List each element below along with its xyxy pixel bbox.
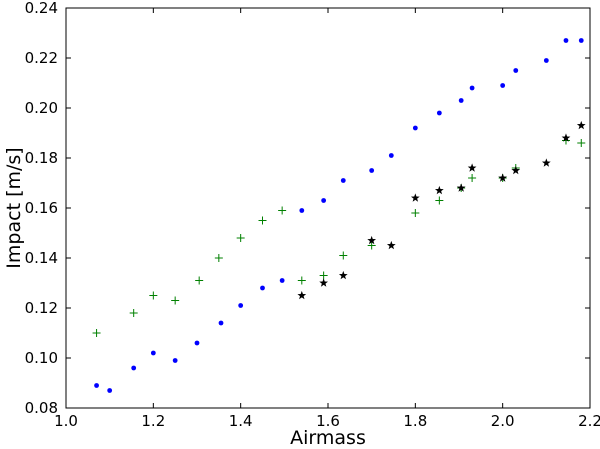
x-tick-label: 1.6 bbox=[316, 412, 340, 430]
data-point-star bbox=[456, 183, 466, 192]
x-tick-label: 1.4 bbox=[229, 412, 253, 430]
x-tick-label: 1.8 bbox=[403, 412, 427, 430]
data-point-plus bbox=[129, 309, 138, 317]
data-point-plus bbox=[435, 196, 444, 205]
data-point-plus bbox=[92, 329, 101, 337]
data-point-dot bbox=[194, 340, 200, 346]
data-point-star bbox=[386, 240, 396, 250]
y-tick-label: 0.10 bbox=[25, 349, 58, 367]
data-point-dot bbox=[279, 278, 285, 283]
data-point-star bbox=[541, 158, 551, 167]
data-point-plus bbox=[236, 234, 245, 242]
data-point-star bbox=[319, 278, 329, 287]
y-tick-label: 0.24 bbox=[25, 0, 58, 17]
y-tick-label: 0.16 bbox=[25, 199, 58, 217]
data-point-star bbox=[467, 163, 477, 172]
ticks-layer: 1.0 1.2 1.4 1.6 1.8 2.0 2.2 0.08 0.10 0.12 0.14 0.1… bbox=[25, 0, 600, 430]
data-point-star bbox=[576, 120, 586, 130]
data-point-dot bbox=[299, 208, 305, 213]
data-point-dot bbox=[412, 125, 418, 131]
data-point-dot bbox=[131, 365, 137, 371]
data-point-plus bbox=[171, 296, 180, 305]
y-axis-label: Impact [m/s] bbox=[3, 147, 25, 268]
data-point-dot bbox=[513, 68, 519, 73]
data-point-star bbox=[410, 193, 420, 202]
data-point-dot bbox=[238, 303, 244, 308]
data-point-dot bbox=[388, 153, 394, 158]
data-point-dot bbox=[369, 168, 375, 173]
data-point-plus bbox=[297, 276, 306, 285]
data-point-dot bbox=[107, 388, 113, 393]
data-point-plus bbox=[468, 174, 477, 182]
data-point-plus bbox=[214, 254, 223, 262]
data-point-star bbox=[434, 185, 444, 195]
data-point-plus bbox=[258, 216, 267, 225]
data-point-plus bbox=[367, 241, 376, 250]
data-point-dot bbox=[94, 383, 99, 388]
data-point-plus bbox=[577, 139, 586, 147]
y-tick-label: 0.14 bbox=[25, 249, 58, 267]
points-layer bbox=[92, 38, 586, 393]
data-point-star bbox=[498, 173, 508, 182]
data-point-star bbox=[561, 133, 571, 142]
data-point-star bbox=[297, 290, 307, 300]
plot-area bbox=[65, 7, 591, 409]
y-tick-label: 0.12 bbox=[25, 299, 58, 317]
data-point-plus bbox=[319, 271, 328, 280]
data-point-plus bbox=[195, 276, 204, 285]
data-point-dot bbox=[172, 358, 178, 363]
data-point-plus bbox=[339, 251, 348, 260]
y-tick-label: 0.18 bbox=[25, 149, 58, 167]
y-tick-label: 0.20 bbox=[25, 99, 58, 117]
y-tick-label: 0.08 bbox=[25, 399, 58, 417]
data-point-dot bbox=[500, 83, 506, 88]
data-point-dot bbox=[150, 350, 156, 356]
data-point-plus bbox=[411, 209, 420, 217]
data-point-dot bbox=[563, 38, 569, 43]
data-point-star bbox=[511, 165, 521, 175]
data-point-plus bbox=[149, 291, 158, 300]
x-tick-label: 1.0 bbox=[54, 412, 78, 430]
data-point-dot bbox=[218, 320, 224, 326]
data-point-dot bbox=[340, 178, 346, 183]
data-point-dot bbox=[321, 198, 327, 203]
data-point-dot bbox=[543, 58, 549, 63]
data-point-dot bbox=[458, 98, 464, 103]
x-tick-label: 1.2 bbox=[141, 412, 165, 430]
x-axis-label: Airmass bbox=[290, 427, 366, 449]
y-tick-label: 0.22 bbox=[25, 49, 58, 67]
data-point-dot bbox=[469, 85, 475, 91]
data-point-dot bbox=[260, 285, 265, 291]
x-tick-label: 2.0 bbox=[491, 412, 515, 430]
x-tick-label: 2.2 bbox=[578, 412, 600, 430]
data-point-dot bbox=[436, 110, 442, 116]
data-point-dot bbox=[578, 38, 584, 43]
data-point-star bbox=[367, 235, 377, 245]
data-point-plus bbox=[278, 206, 287, 215]
data-point-star bbox=[338, 270, 348, 280]
